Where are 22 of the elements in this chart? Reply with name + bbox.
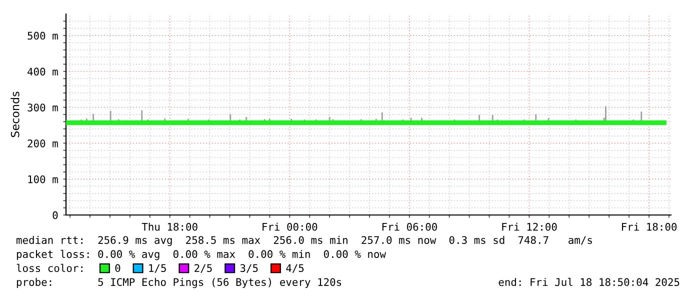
y-tick-label: 100 m: [28, 175, 58, 184]
y-tick-label: 300 m: [28, 104, 58, 112]
text: end: Fri Jul 18 18:50:04 2025: [498, 278, 680, 286]
x-tick-label: Fri 12:00: [502, 222, 557, 231]
x-tick-label: Thu 18:00: [142, 222, 198, 231]
x-tick-label: Fri 18:00: [622, 222, 677, 231]
text: probe: 5 ICMP Echo Pings (56 Bytes) every 120s: [16, 278, 342, 288]
y-tick-label: 400 m: [28, 68, 58, 76]
y-tick-label: 200 m: [28, 139, 58, 148]
text: packet loss: 0.00 % avg 0.00 % max 0.00 % min 0.00 % now: [16, 250, 386, 260]
legend-label: 0: [115, 264, 120, 272]
y-tick-label: 0: [52, 211, 58, 220]
text: median rtt: 256.9 ms avg 258.5 ms max 256.0 ms min 257.0 ms now 0.3 ms sd 748.7 am/s: [16, 236, 592, 246]
legend-label: 1/5: [149, 264, 166, 273]
x-tick-label: Fri 00:00: [262, 222, 318, 231]
legend-label: 2/5: [194, 264, 212, 273]
y-tick-label: 500 m: [28, 32, 58, 40]
legend-label: 4/5: [286, 264, 304, 273]
legend-title: loss color:: [16, 264, 82, 272]
y-axis-title: Seconds: [10, 92, 20, 138]
x-tick-label: Fri 06:00: [382, 222, 437, 231]
legend-label: 3/5: [240, 264, 258, 273]
